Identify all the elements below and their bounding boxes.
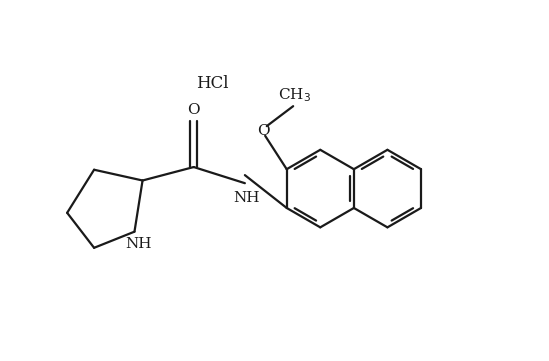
Text: NH: NH	[233, 191, 260, 205]
Text: CH$_3$: CH$_3$	[278, 87, 311, 104]
Text: O: O	[257, 125, 270, 139]
Text: NH: NH	[126, 236, 152, 251]
Text: HCl: HCl	[197, 75, 229, 92]
Text: O: O	[187, 104, 200, 117]
